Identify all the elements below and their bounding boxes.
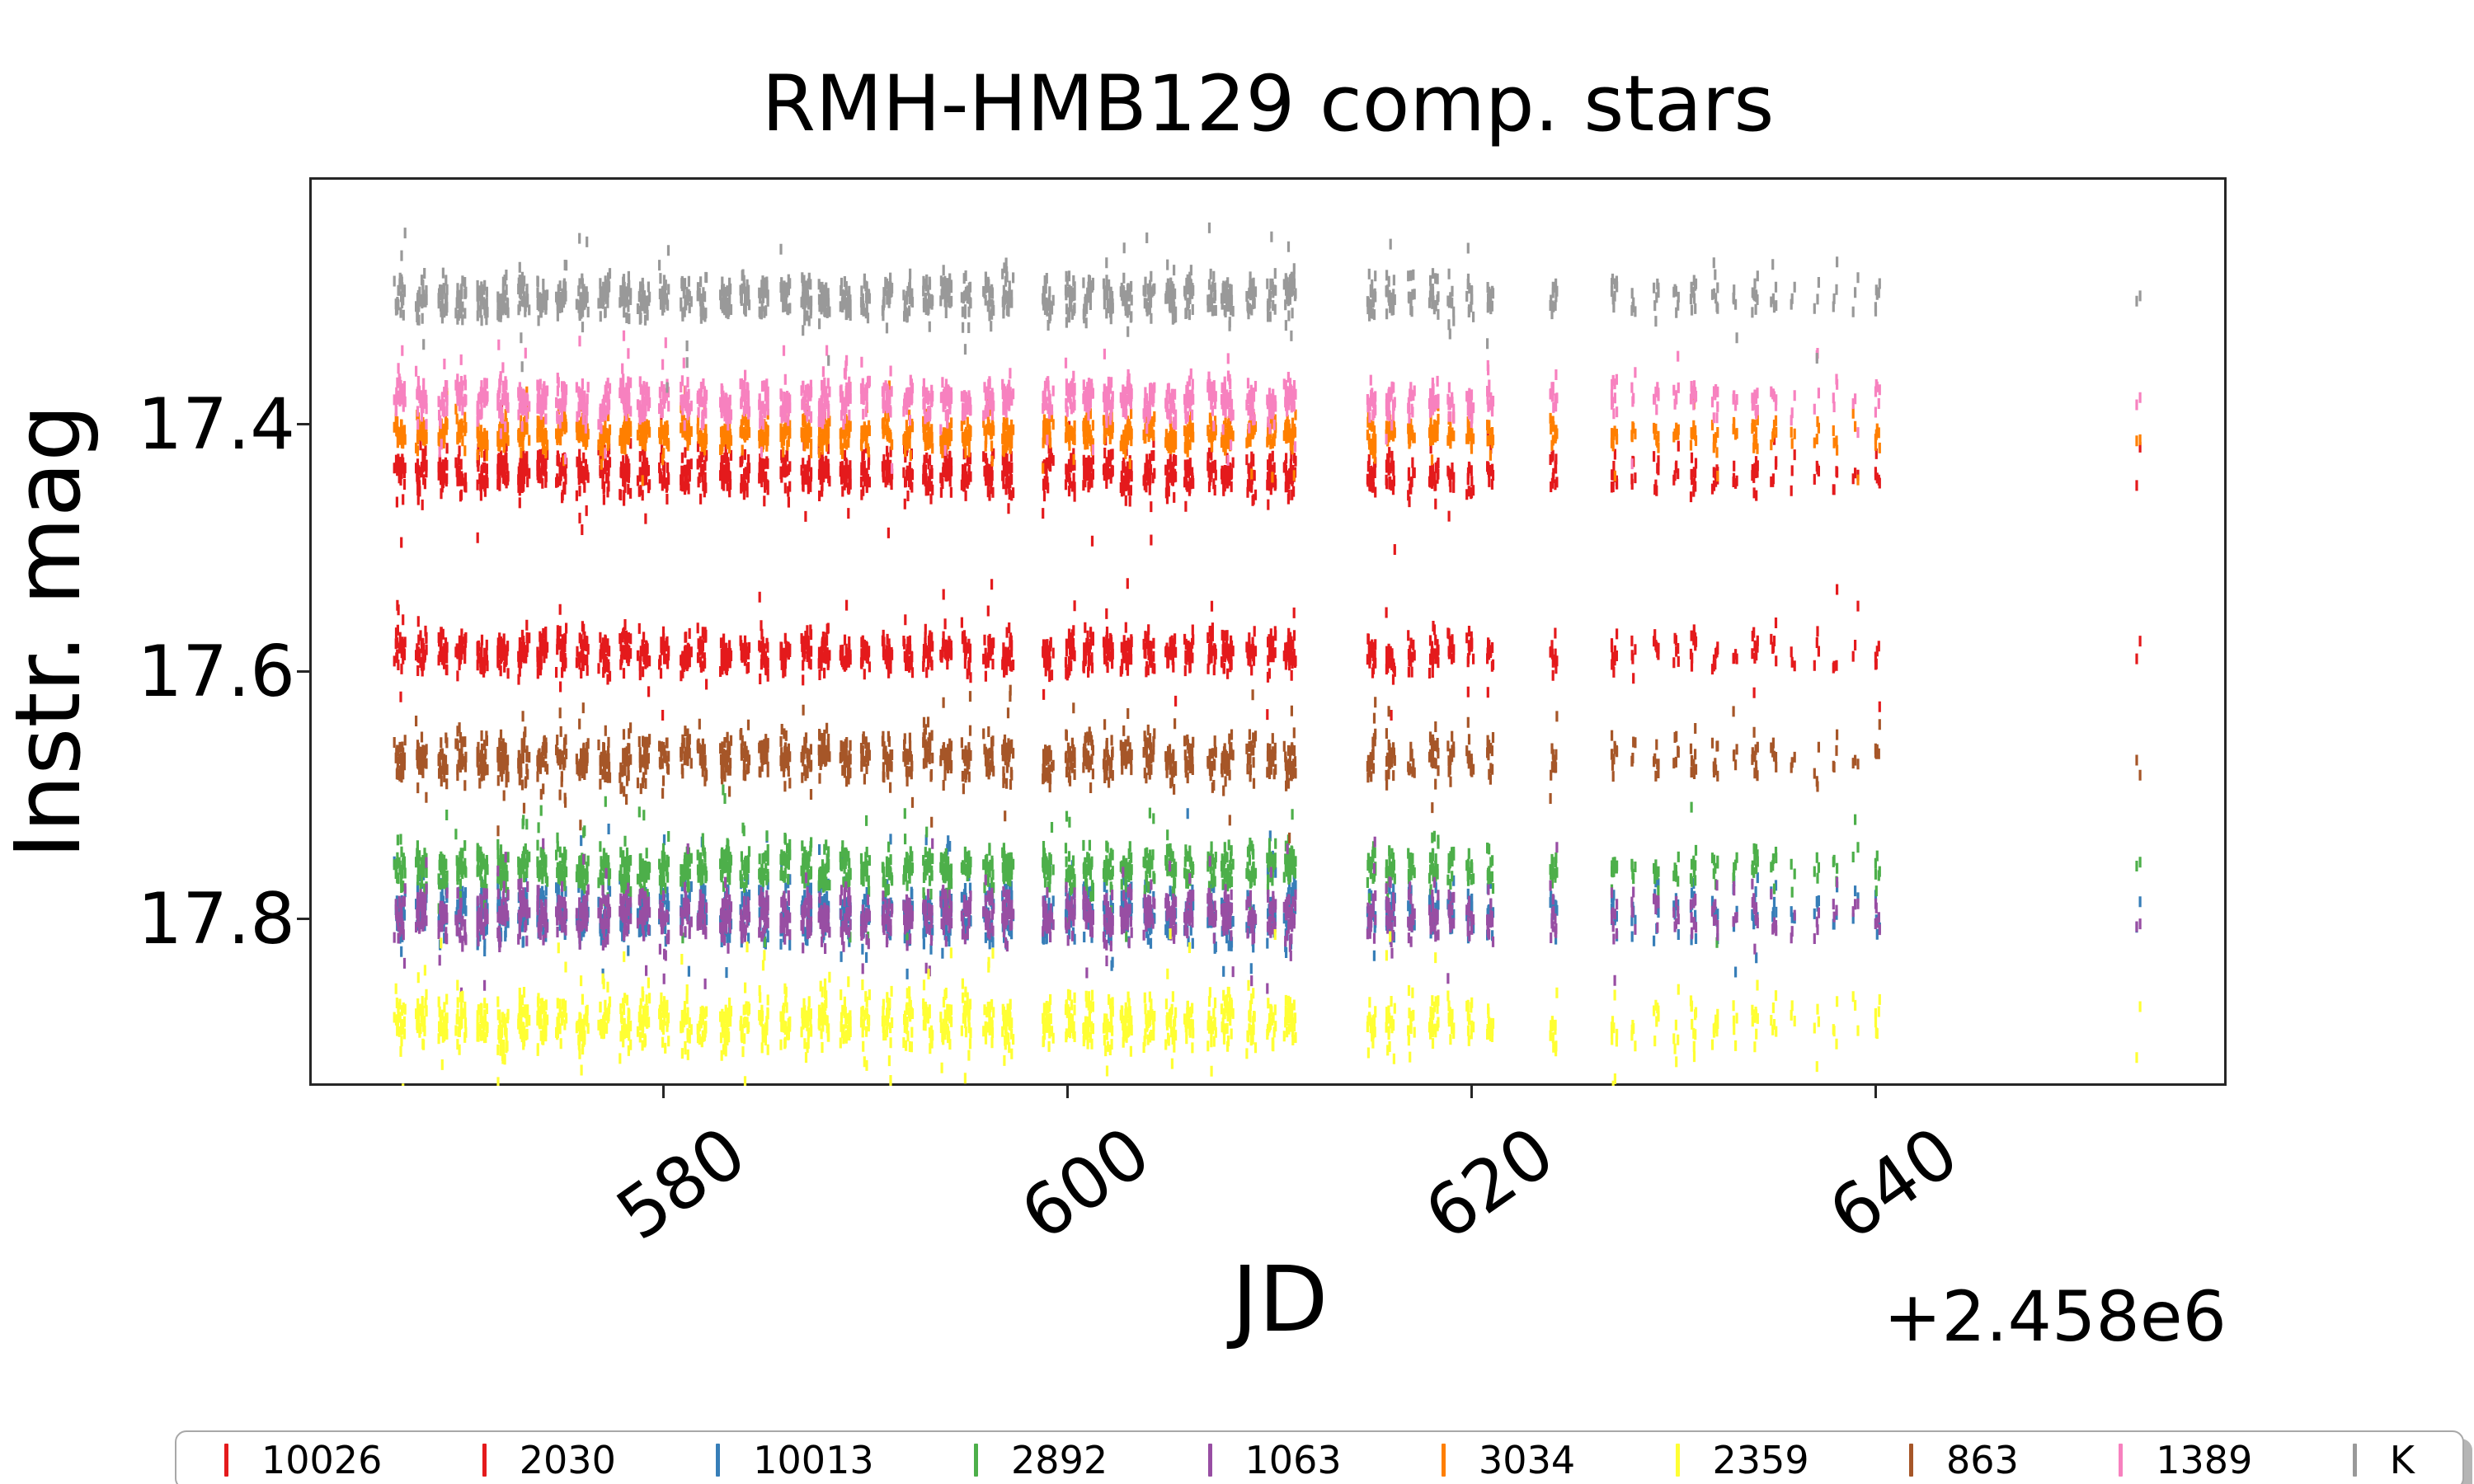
legend-label: 863 <box>1946 1438 2019 1482</box>
scatter-series-10013 <box>393 808 2142 1012</box>
x-tick-label: 640 <box>1814 1111 1973 1257</box>
scatter-series-1063 <box>393 836 2142 998</box>
legend-item: 863 <box>1909 1441 2019 1479</box>
y-tick-label: 17.4 <box>137 383 295 466</box>
legend-marker-vline <box>2352 1444 2357 1477</box>
legend-label: 1063 <box>1244 1438 1342 1482</box>
legend-item: K <box>2352 1438 2415 1482</box>
legend-item: 1063 <box>1207 1438 1342 1482</box>
y-tick-label: 17.6 <box>137 631 295 713</box>
legend-item: 1389 <box>2119 1441 2252 1479</box>
legend-marker-vline <box>1909 1444 1914 1477</box>
legend-box: 10026 2030 10013 2892 1063 3034 2359 86 <box>175 1430 2464 1484</box>
legend-label: 10013 <box>753 1438 874 1482</box>
x-axis-label: JD <box>1231 1247 1329 1352</box>
scatter-series-2359 <box>393 928 2142 1086</box>
legend-item: 10026 <box>224 1441 382 1479</box>
scatter-series-2030 <box>393 578 2142 721</box>
x-tick-mark <box>1470 1086 1474 1098</box>
legend-label: 3034 <box>1479 1438 1576 1482</box>
legend-label: K <box>2389 1438 2415 1482</box>
scatter-series-K <box>393 222 2142 393</box>
legend-item: 10013 <box>716 1438 874 1482</box>
scatter-plot <box>393 222 2142 1086</box>
y-tick-mark <box>297 423 309 426</box>
legend-item: 2359 <box>1675 1438 1809 1482</box>
legend-marker-vline <box>1442 1444 1446 1477</box>
x-tick-mark <box>1066 1086 1070 1098</box>
legend-item: 2030 <box>482 1441 616 1479</box>
legend-label: 2030 <box>519 1438 616 1482</box>
legend-label: 2892 <box>1011 1438 1108 1482</box>
x-tick-mark <box>662 1086 666 1098</box>
legend-marker-vline <box>1675 1444 1680 1477</box>
y-tick-mark <box>297 918 309 921</box>
chart-title: RMH-HMB129 comp. stars <box>761 59 1775 149</box>
legend-label: 1389 <box>2156 1438 2253 1482</box>
legend-marker-vline <box>224 1444 228 1477</box>
x-tick-mark <box>1874 1086 1878 1098</box>
scatter-series-863 <box>393 684 2142 843</box>
x-tick-label: 580 <box>602 1111 761 1257</box>
y-tick-label: 17.8 <box>137 878 295 960</box>
x-tick-label: 600 <box>1006 1111 1165 1257</box>
legend-label: 2359 <box>1712 1438 1809 1482</box>
legend-marker-vline <box>482 1444 487 1477</box>
x-axis-offset-text: +2.458e6 <box>1884 1276 2227 1357</box>
y-axis-label: Instr. mag <box>0 403 101 860</box>
y-tick-mark <box>297 670 309 674</box>
legend-marker-vline <box>2119 1444 2124 1477</box>
legend-item: 2892 <box>974 1441 1108 1479</box>
scatter-series-1389 <box>393 330 2142 474</box>
scatter-series-2892 <box>393 784 2142 948</box>
legend-marker-vline <box>974 1444 979 1477</box>
legend-marker-vline <box>716 1444 721 1477</box>
legend-marker-vline <box>1207 1444 1212 1477</box>
legend-label: 10026 <box>261 1438 383 1482</box>
legend-item: 3034 <box>1442 1441 1575 1479</box>
